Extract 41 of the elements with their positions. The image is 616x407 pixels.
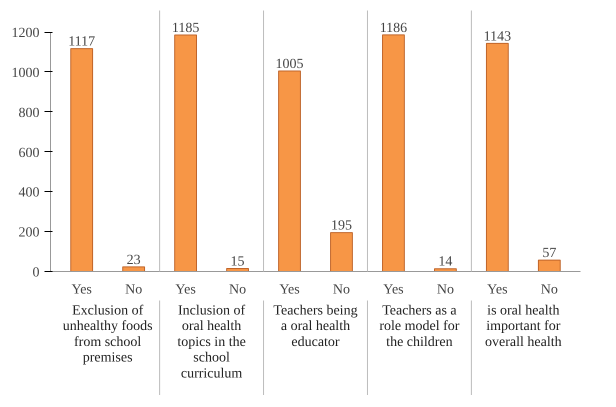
data-label: 23: [126, 252, 141, 268]
x-tick-label: No: [332, 282, 350, 298]
bar: [174, 34, 198, 272]
x-tick-label: Yes: [279, 282, 300, 298]
y-tick-label: 1200: [12, 26, 40, 42]
bar: [382, 34, 405, 272]
data-label: 1186: [380, 20, 408, 36]
data-label: 14: [438, 254, 452, 270]
data-label: 15: [230, 254, 245, 270]
text: Inclusion of oral health topics in the school curriculum: [177, 303, 246, 382]
x-tick-label: No: [540, 282, 558, 298]
x-tick-label: No: [436, 282, 454, 298]
data-label: 1185: [172, 21, 200, 36]
bar: [330, 232, 353, 272]
y-tick-label: 800: [18, 106, 40, 121]
bar: [434, 268, 457, 272]
text: Exclusion of unhealthy foods from school premises: [62, 303, 153, 366]
bar: [70, 48, 94, 272]
text: Teachers being a oral health educator: [273, 303, 358, 350]
data-label: 195: [330, 218, 352, 234]
data-label: 1117: [68, 34, 96, 50]
x-tick-label: Yes: [175, 282, 196, 298]
y-tick-label: 600: [18, 146, 40, 161]
y-tick-label: 400: [18, 186, 40, 201]
bar: [278, 70, 301, 272]
bar: [486, 42, 509, 272]
y-tick-label: 0: [32, 266, 40, 280]
x-tick-label: Yes: [71, 282, 92, 298]
y-tick-label: 200: [18, 226, 40, 241]
data-label: 57: [542, 246, 556, 262]
text: is oral health important for overall health: [485, 303, 562, 350]
data-label: 1143: [484, 29, 512, 44]
bar: [122, 266, 146, 272]
x-tick-label: Yes: [383, 282, 404, 298]
x-tick-label: Yes: [487, 282, 508, 298]
x-tick-label: No: [229, 282, 246, 298]
data-label: 1005: [276, 56, 304, 72]
x-tick-label: No: [125, 282, 142, 298]
bar: [538, 260, 561, 272]
text: Teachers as a role model for the children: [379, 303, 460, 350]
y-tick-label: 1000: [12, 66, 40, 81]
